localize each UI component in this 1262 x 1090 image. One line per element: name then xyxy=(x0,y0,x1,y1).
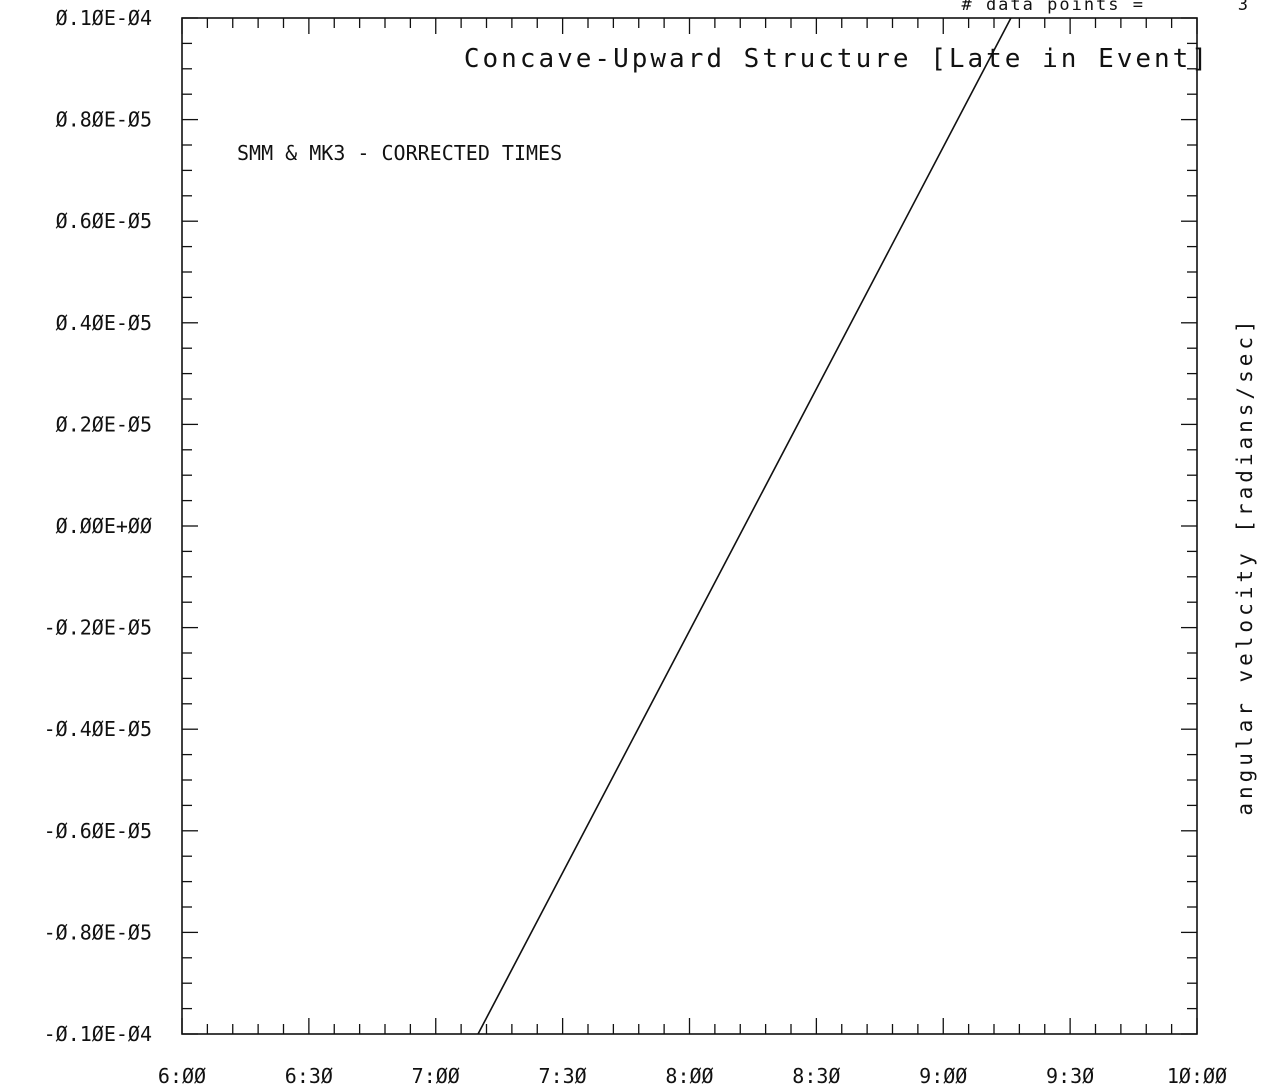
x-tick-label: 7:ØØ xyxy=(412,1064,460,1088)
data-points-value: 3 xyxy=(1238,0,1250,15)
chart-annotation: SMM & MK3 - CORRECTED TIMES xyxy=(237,141,562,165)
x-tick-label: 1Ø:ØØ xyxy=(1167,1064,1227,1088)
y-tick-label: Ø.ØØE+ØØ xyxy=(56,514,152,538)
y-tick-label: Ø.4ØE-Ø5 xyxy=(56,311,152,335)
x-tick-label: 7:3Ø xyxy=(539,1064,587,1088)
y-tick-label: -Ø.6ØE-Ø5 xyxy=(44,819,152,843)
y-tick-label: Ø.6ØE-Ø5 xyxy=(56,209,152,233)
axis-ticks xyxy=(181,17,1198,1035)
chart-title: Concave-Upward Structure [Late in Event] xyxy=(464,44,1210,74)
series-line xyxy=(477,17,1012,1035)
x-tick-label: 9:ØØ xyxy=(919,1064,967,1088)
y-tick-label: -Ø.4ØE-Ø5 xyxy=(44,717,152,741)
plot-frame xyxy=(181,17,1198,1035)
y-tick-label: Ø.1ØE-Ø4 xyxy=(56,6,152,30)
x-tick-label: 8:ØØ xyxy=(665,1064,713,1088)
y-tick-label: -Ø.1ØE-Ø4 xyxy=(44,1022,152,1046)
data-points-label: # data points = xyxy=(961,0,1145,15)
y-tick-label: Ø.8ØE-Ø5 xyxy=(56,108,152,132)
x-tick-labels: 6:ØØ 6:3Ø 7:ØØ 7:3Ø 8:ØØ 8:3Ø 9:ØØ 9:3Ø 1Ø:ØØ xyxy=(158,1064,1227,1088)
x-tick-label: 9:3Ø xyxy=(1046,1064,1094,1088)
y-tick-label: Ø.2ØE-Ø5 xyxy=(56,412,152,436)
y-tick-labels: Ø.1ØE-Ø4 Ø.8ØE-Ø5 Ø.6ØE-Ø5 Ø.4ØE-Ø5 Ø.2ØE-Ø5… xyxy=(44,6,152,1046)
x-tick-label: 6:3Ø xyxy=(285,1064,333,1088)
x-tick-label: 8:3Ø xyxy=(792,1064,840,1088)
y-tick-label: -Ø.2ØE-Ø5 xyxy=(44,616,152,640)
series-group xyxy=(477,17,1012,1035)
x-tick-label: 6:ØØ xyxy=(158,1064,206,1088)
y-tick-label: -Ø.8ØE-Ø5 xyxy=(44,920,152,944)
y-axis-label: angular velocity [radians/sec] xyxy=(1233,316,1257,815)
